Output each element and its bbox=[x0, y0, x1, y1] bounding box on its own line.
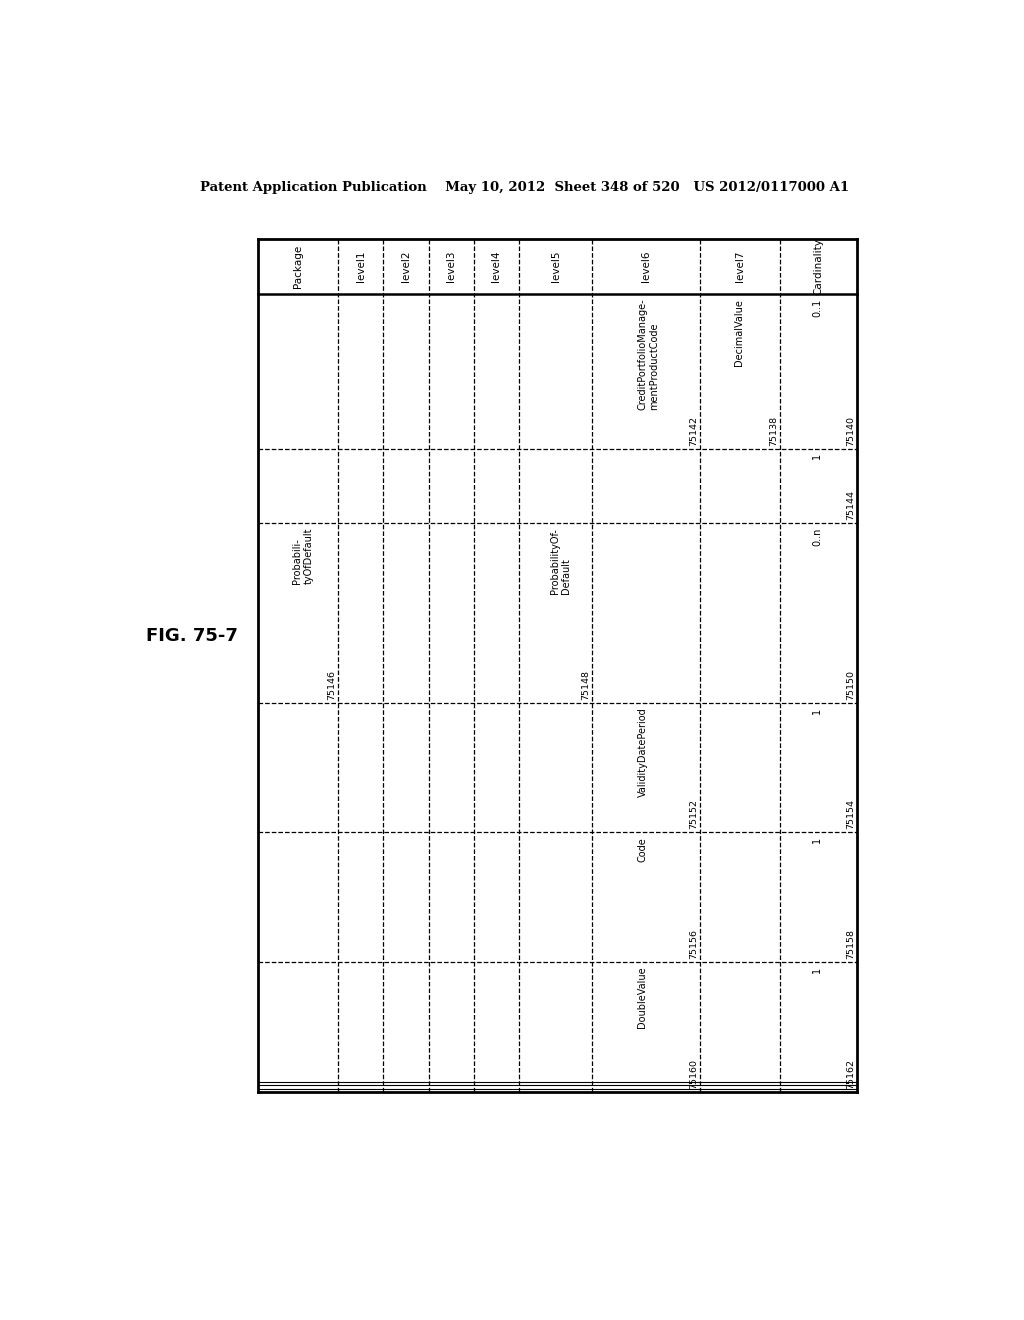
Text: 1: 1 bbox=[812, 966, 822, 973]
Text: Probabili-
tyOfDefault: Probabili- tyOfDefault bbox=[292, 528, 313, 585]
Text: Code: Code bbox=[637, 837, 647, 862]
Text: level4: level4 bbox=[492, 251, 502, 282]
Text: level5: level5 bbox=[551, 251, 560, 282]
Text: DecimalValue: DecimalValue bbox=[733, 298, 743, 366]
Text: 1: 1 bbox=[812, 453, 822, 459]
Text: level2: level2 bbox=[401, 251, 411, 282]
Text: 75158: 75158 bbox=[846, 929, 855, 958]
Text: 75140: 75140 bbox=[846, 416, 855, 446]
Text: 75148: 75148 bbox=[582, 669, 591, 700]
Text: level7: level7 bbox=[735, 251, 745, 282]
Text: 75162: 75162 bbox=[846, 1059, 855, 1089]
Text: 0..n: 0..n bbox=[812, 528, 822, 546]
Text: 75152: 75152 bbox=[689, 800, 698, 829]
Text: 75138: 75138 bbox=[769, 416, 778, 446]
Text: level6: level6 bbox=[641, 251, 651, 282]
Text: CreditPortfolioManage-
mentProductCode: CreditPortfolioManage- mentProductCode bbox=[637, 298, 659, 411]
Text: 75160: 75160 bbox=[689, 1059, 698, 1089]
Text: 0..1: 0..1 bbox=[812, 298, 822, 317]
Text: 1: 1 bbox=[812, 708, 822, 714]
Text: ProbabilityOf-
Default: ProbabilityOf- Default bbox=[550, 528, 571, 594]
Text: FIG. 75-7: FIG. 75-7 bbox=[145, 627, 238, 644]
Text: 1: 1 bbox=[812, 837, 822, 843]
Text: 75150: 75150 bbox=[846, 669, 855, 700]
Text: Cardinality: Cardinality bbox=[813, 238, 823, 296]
Text: Patent Application Publication    May 10, 2012  Sheet 348 of 520   US 2012/01170: Patent Application Publication May 10, 2… bbox=[201, 181, 849, 194]
Text: Package: Package bbox=[293, 246, 303, 288]
Text: level1: level1 bbox=[355, 251, 366, 282]
Text: DoubleValue: DoubleValue bbox=[637, 966, 647, 1028]
Text: 75144: 75144 bbox=[846, 490, 855, 520]
Text: 75154: 75154 bbox=[846, 800, 855, 829]
Text: level3: level3 bbox=[446, 251, 457, 282]
Bar bbox=[258, 239, 856, 1092]
Text: 75146: 75146 bbox=[328, 669, 337, 700]
Text: 75142: 75142 bbox=[689, 416, 698, 446]
Text: 75156: 75156 bbox=[689, 929, 698, 958]
Text: ValidityDatePeriod: ValidityDatePeriod bbox=[637, 708, 647, 797]
